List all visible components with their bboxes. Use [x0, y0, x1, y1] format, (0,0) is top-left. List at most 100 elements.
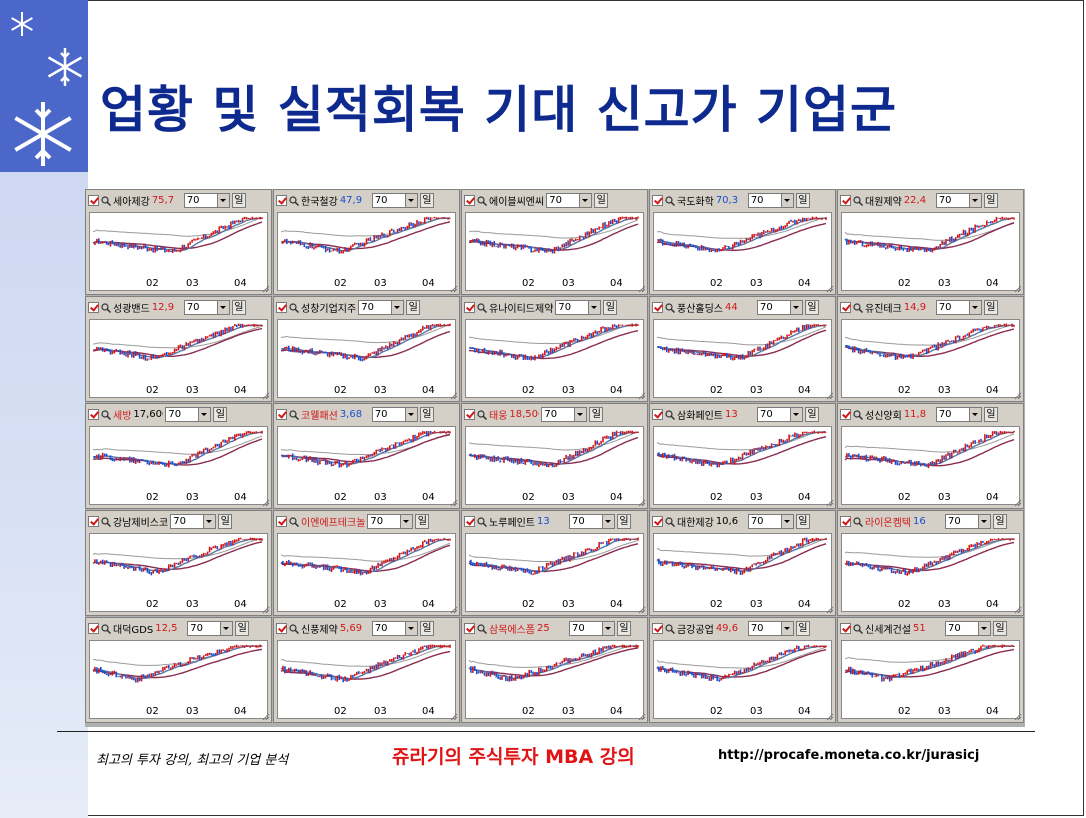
period-unit-button[interactable]: 일: [617, 621, 631, 636]
checkbox-icon[interactable]: [88, 623, 99, 634]
search-icon[interactable]: [101, 195, 111, 206]
resize-grip-icon[interactable]: [638, 285, 646, 293]
resize-grip-icon[interactable]: [1014, 713, 1022, 721]
chevron-down-icon[interactable]: [579, 194, 592, 207]
checkbox-icon[interactable]: [464, 302, 475, 313]
chevron-down-icon[interactable]: [404, 194, 417, 207]
chevron-down-icon[interactable]: [602, 515, 614, 528]
period-unit-button[interactable]: 일: [235, 621, 250, 636]
period-select[interactable]: 70: [747, 193, 794, 208]
period-unit-button[interactable]: 일: [805, 300, 819, 315]
search-icon[interactable]: [477, 409, 487, 420]
resize-grip-icon[interactable]: [826, 285, 834, 293]
chevron-down-icon[interactable]: [780, 194, 793, 207]
search-icon[interactable]: [101, 516, 111, 527]
checkbox-icon[interactable]: [652, 302, 663, 313]
period-unit-button[interactable]: 일: [983, 407, 998, 422]
chevron-down-icon[interactable]: [216, 194, 229, 207]
period-unit-button[interactable]: 일: [795, 621, 810, 636]
search-icon[interactable]: [853, 302, 863, 313]
search-icon[interactable]: [665, 409, 675, 420]
chevron-down-icon[interactable]: [198, 408, 211, 421]
resize-grip-icon[interactable]: [262, 285, 270, 293]
period-unit-button[interactable]: 일: [419, 621, 434, 636]
period-select[interactable]: 70: [187, 621, 234, 636]
chevron-down-icon[interactable]: [790, 408, 802, 421]
chevron-down-icon[interactable]: [220, 622, 233, 635]
resize-grip-icon[interactable]: [262, 499, 270, 507]
period-unit-button[interactable]: 일: [415, 514, 430, 529]
resize-grip-icon[interactable]: [262, 606, 270, 614]
resize-grip-icon[interactable]: [826, 713, 834, 721]
resize-grip-icon[interactable]: [262, 392, 270, 400]
search-icon[interactable]: [853, 195, 863, 206]
resize-grip-icon[interactable]: [1014, 606, 1022, 614]
checkbox-icon[interactable]: [840, 302, 851, 313]
period-select[interactable]: 70: [569, 514, 615, 529]
search-icon[interactable]: [477, 195, 487, 206]
search-icon[interactable]: [289, 409, 299, 420]
period-select[interactable]: 70: [757, 407, 803, 422]
search-icon[interactable]: [289, 195, 299, 206]
chevron-down-icon[interactable]: [400, 515, 413, 528]
period-select[interactable]: 70: [546, 193, 593, 208]
period-unit-button[interactable]: 일: [617, 514, 631, 529]
checkbox-icon[interactable]: [88, 516, 99, 527]
chevron-down-icon[interactable]: [978, 515, 990, 528]
chevron-down-icon[interactable]: [978, 622, 990, 635]
chevron-down-icon[interactable]: [968, 194, 981, 207]
search-icon[interactable]: [101, 302, 111, 313]
period-unit-button[interactable]: 일: [795, 193, 810, 208]
search-icon[interactable]: [477, 623, 487, 634]
chevron-down-icon[interactable]: [391, 301, 404, 314]
chevron-down-icon[interactable]: [404, 408, 417, 421]
checkbox-icon[interactable]: [652, 623, 663, 634]
search-icon[interactable]: [665, 302, 675, 313]
search-icon[interactable]: [853, 516, 863, 527]
resize-grip-icon[interactable]: [826, 392, 834, 400]
resize-grip-icon[interactable]: [638, 606, 646, 614]
chevron-down-icon[interactable]: [574, 408, 587, 421]
search-icon[interactable]: [853, 623, 863, 634]
period-unit-button[interactable]: 일: [805, 407, 819, 422]
chevron-down-icon[interactable]: [790, 301, 802, 314]
resize-grip-icon[interactable]: [450, 499, 458, 507]
footer-url[interactable]: http://procafe.moneta.co.kr/jurasicj: [718, 748, 980, 763]
period-select[interactable]: 70: [170, 514, 217, 529]
period-unit-button[interactable]: 일: [983, 300, 998, 315]
period-select[interactable]: 70: [747, 621, 794, 636]
period-select[interactable]: 70: [371, 621, 418, 636]
search-icon[interactable]: [665, 195, 675, 206]
resize-grip-icon[interactable]: [638, 499, 646, 507]
period-unit-button[interactable]: 일: [993, 514, 1007, 529]
resize-grip-icon[interactable]: [450, 392, 458, 400]
checkbox-icon[interactable]: [464, 195, 475, 206]
period-unit-button[interactable]: 일: [419, 407, 434, 422]
checkbox-icon[interactable]: [464, 623, 475, 634]
chevron-down-icon[interactable]: [968, 301, 981, 314]
chevron-down-icon[interactable]: [780, 622, 793, 635]
search-icon[interactable]: [289, 623, 299, 634]
period-unit-button[interactable]: 일: [213, 407, 228, 422]
resize-grip-icon[interactable]: [638, 392, 646, 400]
resize-grip-icon[interactable]: [1014, 392, 1022, 400]
search-icon[interactable]: [665, 623, 675, 634]
checkbox-icon[interactable]: [840, 409, 851, 420]
search-icon[interactable]: [101, 623, 111, 634]
period-select[interactable]: 70: [541, 407, 588, 422]
chevron-down-icon[interactable]: [216, 301, 229, 314]
period-select[interactable]: 70: [945, 514, 991, 529]
checkbox-icon[interactable]: [840, 516, 851, 527]
period-select[interactable]: 70: [371, 407, 418, 422]
resize-grip-icon[interactable]: [638, 713, 646, 721]
period-unit-button[interactable]: 일: [594, 193, 609, 208]
period-unit-button[interactable]: 일: [419, 193, 434, 208]
search-icon[interactable]: [853, 409, 863, 420]
checkbox-icon[interactable]: [276, 409, 287, 420]
period-select[interactable]: 70: [358, 300, 405, 315]
period-select[interactable]: 70: [183, 193, 230, 208]
search-icon[interactable]: [289, 516, 299, 527]
resize-grip-icon[interactable]: [262, 713, 270, 721]
period-select[interactable]: 70: [555, 300, 602, 315]
period-select[interactable]: 70: [747, 514, 794, 529]
